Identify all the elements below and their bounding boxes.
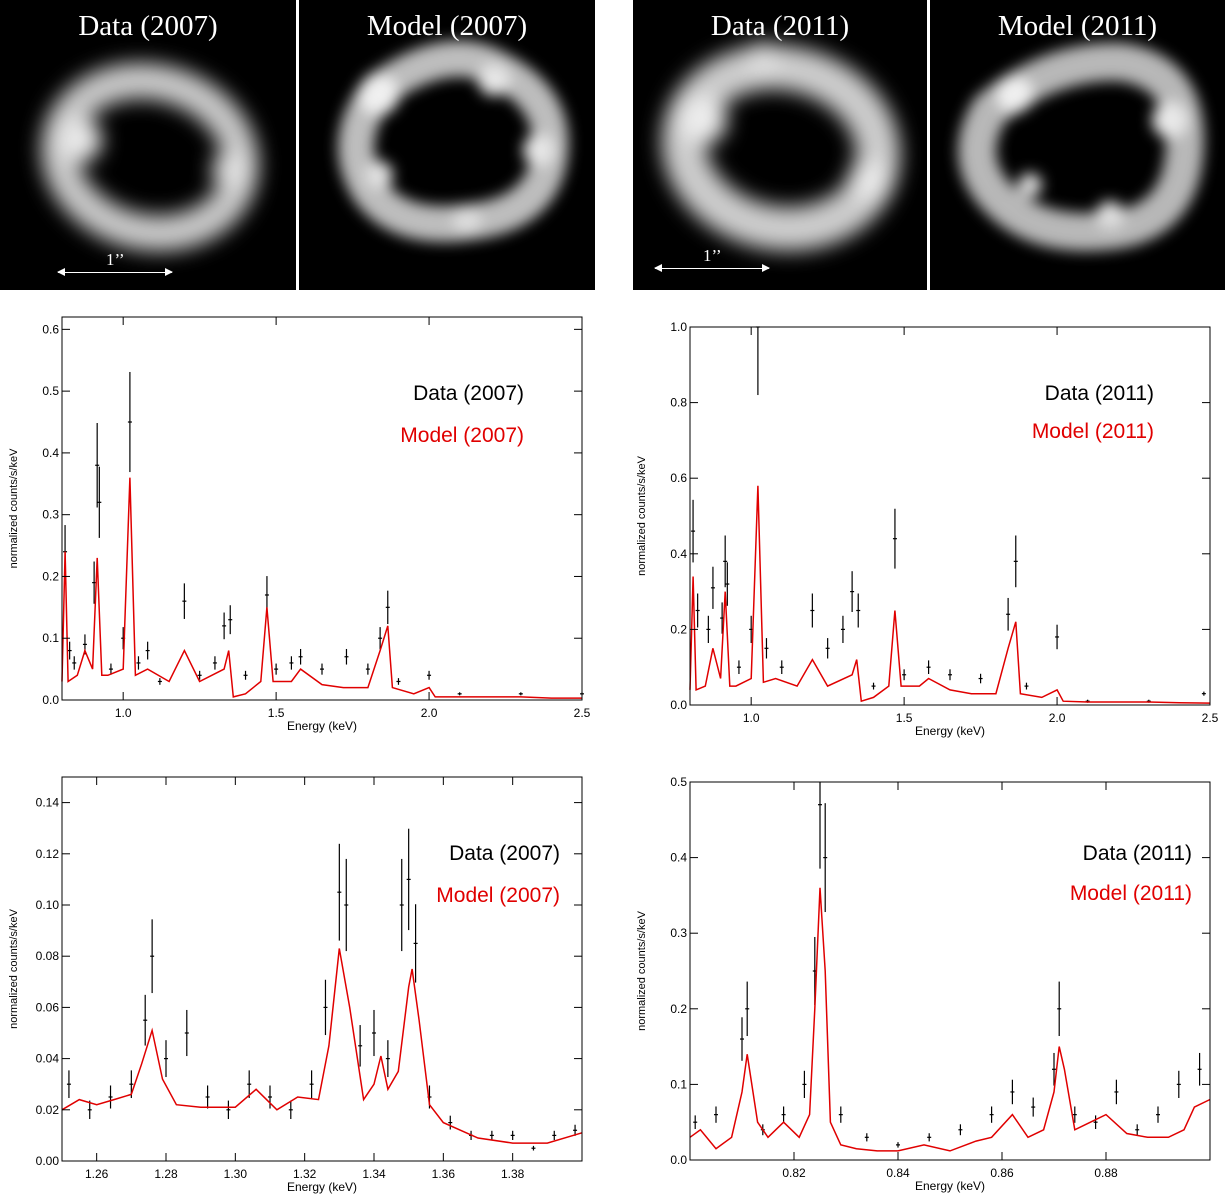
y-tick-label: 0.6: [42, 322, 59, 336]
y-tick-label: 1.0: [670, 320, 687, 334]
y-tick-label: 0.00: [36, 1154, 60, 1168]
ring-image-model-2007: [338, 40, 569, 242]
image-panel-data-2007: Data (2007) 1’’: [0, 0, 296, 290]
image-caption: Model (2011): [997, 10, 1158, 42]
y-tick-label: 0.04: [36, 1052, 60, 1066]
y-tick-label: 0.0: [42, 693, 59, 707]
y-tick-label: 0.1: [42, 631, 59, 645]
zoom-chart-2007: 1.26 1.28 1.30 1.32 1.34 1.36 1.38 0.00 0.02 0.04…: [8, 776, 583, 1194]
y-axis-label: normalized counts/s/keV: [636, 455, 648, 575]
x-tick-label: 2.5: [1202, 711, 1219, 725]
legend-entry: Model (2007): [436, 884, 560, 907]
y-tick-label: 0.3: [670, 926, 687, 940]
zoom-chart-2011: 0.82 0.84 0.86 0.88 0.0 0.1 0.2 0.3 0.4 0.5 Energy…: [636, 775, 1211, 1193]
legend-entry: Model (2011): [1032, 420, 1154, 443]
x-tick-label: 2.0: [421, 706, 438, 720]
y-tick-label: 0.2: [42, 569, 59, 583]
y-tick-label: 0.08: [36, 949, 60, 963]
scale-label: 1’’: [703, 246, 722, 265]
y-tick-label: 0.0: [670, 1153, 687, 1167]
x-tick-label: 0.84: [886, 1166, 910, 1180]
ring-image-data-2007: [41, 62, 259, 252]
x-tick-label: 2.5: [574, 706, 591, 720]
x-tick-label: 1.0: [743, 711, 760, 725]
y-tick-label: 0.2: [670, 622, 687, 636]
data-series: [693, 782, 1202, 1148]
y-tick-label: 0.2: [670, 1002, 687, 1016]
y-tick-label: 0.06: [36, 1000, 60, 1014]
x-tick-label: 1.32: [293, 1167, 317, 1181]
y-tick-label: 0.10: [36, 898, 60, 912]
image-caption: Data (2011): [710, 10, 850, 42]
x-tick-label: 0.88: [1094, 1166, 1118, 1180]
image-caption: Data (2007): [78, 10, 218, 42]
plot-frame: [61, 776, 583, 1162]
data-series: [66, 828, 578, 1151]
x-axis-label: Energy (keV): [287, 1180, 357, 1194]
model-series-line: [689, 485, 1211, 704]
y-tick-label: 0.5: [670, 775, 687, 789]
plot-frame: [61, 316, 583, 701]
x-tick-label: 1.0: [115, 706, 132, 720]
legend-entry: Data (2011): [1083, 842, 1192, 865]
plot-frame: [689, 326, 1211, 706]
ring-image-data-2011: [661, 42, 901, 251]
y-tick-label: 0.6: [670, 471, 687, 485]
image-panel-model-2011: Model (2011): [930, 0, 1225, 290]
y-tick-label: 0.02: [36, 1103, 60, 1117]
data-series: [691, 326, 1206, 703]
x-tick-label: 1.34: [362, 1167, 386, 1181]
x-tick-label: 1.26: [85, 1167, 109, 1181]
spectrum-chart-2007: 1.0 1.5 2.0 2.5 0.0 0.1 0.2 0.3 0.4 0.5 0.6 Energy …: [8, 316, 591, 733]
x-tick-label: 1.30: [224, 1167, 248, 1181]
plot-frame: [689, 781, 1211, 1161]
y-tick-label: 0.8: [670, 396, 687, 410]
y-tick-label: 0.3: [42, 508, 59, 522]
scale-bar: [57, 268, 173, 276]
legend-entry: Model (2011): [1070, 882, 1192, 905]
x-tick-label: 1.5: [268, 706, 285, 720]
y-axis-label: normalized counts/s/keV: [8, 908, 20, 1028]
x-axis-label: Energy (keV): [915, 724, 985, 738]
y-tick-label: 0.4: [670, 851, 687, 865]
x-axis-label: Energy (keV): [915, 1179, 985, 1193]
scale-label: 1’’: [106, 250, 125, 269]
y-tick-label: 0.0: [670, 698, 687, 712]
ring-image-model-2011: [958, 42, 1205, 251]
legend-entry: Data (2007): [413, 382, 524, 405]
y-axis-label: normalized counts/s/keV: [8, 448, 20, 568]
y-tick-label: 0.12: [36, 847, 60, 861]
y-tick-label: 0.14: [36, 796, 60, 810]
data-series: [63, 371, 584, 696]
x-tick-label: 0.82: [782, 1166, 806, 1180]
image-panel-model-2007: Model (2007): [299, 0, 595, 290]
x-axis-label: Energy (keV): [287, 719, 357, 733]
image-panel-data-2011: Data (2011) 1’’: [633, 0, 927, 290]
y-tick-label: 0.4: [42, 446, 59, 460]
model-series-line: [61, 477, 582, 699]
y-tick-label: 0.4: [670, 547, 687, 561]
model-series-line: [689, 887, 1211, 1152]
scale-bar: [654, 264, 770, 272]
x-tick-label: 1.38: [501, 1167, 525, 1181]
y-axis-label: normalized counts/s/keV: [636, 910, 648, 1030]
x-tick-label: 1.28: [154, 1167, 178, 1181]
x-tick-label: 1.36: [432, 1167, 456, 1181]
legend-entry: Data (2011): [1045, 382, 1154, 405]
y-tick-label: 0.1: [670, 1077, 687, 1091]
model-series-line: [61, 948, 583, 1144]
spectrum-chart-2011: 1.0 1.5 2.0 2.5 0.0 0.2 0.4 0.6 0.8 1.0 Energy (ke…: [636, 320, 1219, 738]
legend-entry: Model (2007): [400, 424, 524, 447]
x-tick-label: 0.86: [990, 1166, 1014, 1180]
x-tick-label: 1.5: [896, 711, 913, 725]
x-tick-label: 2.0: [1049, 711, 1066, 725]
y-tick-label: 0.5: [42, 384, 59, 398]
image-caption: Model (2007): [366, 10, 528, 42]
legend-entry: Data (2007): [449, 842, 560, 865]
